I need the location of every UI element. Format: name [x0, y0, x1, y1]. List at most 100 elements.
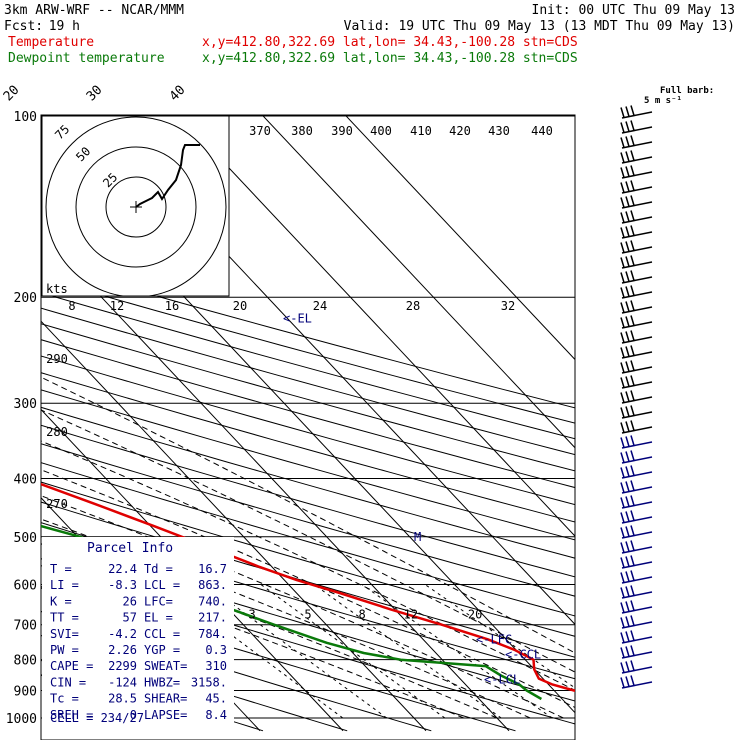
parcel-row-label-b: LFC=	[144, 594, 173, 608]
wind-barb	[620, 240, 653, 254]
parcel-row-label-a: PW =	[50, 643, 79, 657]
parcel-row-value-b: 310	[205, 659, 227, 673]
wind-barb	[620, 135, 653, 149]
wind-barb	[620, 405, 653, 419]
theta-label: 290	[46, 352, 68, 366]
wind-barb	[620, 360, 653, 374]
parcel-row-value-a: 0	[130, 708, 137, 722]
parcel-row-value-a: 2.26	[108, 643, 137, 657]
speed-label: 28	[406, 299, 420, 313]
hodograph-units: kts	[46, 282, 68, 296]
parcel-row-label-b: SHEAR=	[144, 692, 187, 706]
parcel-row-value-a: 28.5	[108, 692, 137, 706]
speed-label: 8	[68, 299, 75, 313]
dry-adiabat	[41, 481, 575, 637]
theta-label: 410	[410, 124, 432, 138]
speed-label: 16	[165, 299, 179, 313]
parcel-row-value-b: 784.	[198, 627, 227, 641]
dewpoint-location: x,y=412.80,322.69 lat,lon= 34.43,-100.28…	[202, 51, 578, 66]
parcel-row-value-b: 3158.	[191, 675, 227, 689]
parcel-row-value-a: 26	[123, 594, 137, 608]
isotherm	[178, 115, 575, 537]
parcel-row-label-a: TT =	[50, 611, 79, 625]
pressure-label-100: 100	[14, 110, 37, 125]
wind-barb	[620, 540, 653, 554]
moist-adiabat	[41, 469, 575, 708]
model-title: 3km ARW-WRF -- NCAR/MMM	[4, 3, 184, 18]
parcel-row-label-a: CAPE =	[50, 659, 93, 673]
parcel-row-value-b: 217.	[198, 611, 227, 625]
wind-barb	[620, 150, 653, 164]
moist-adiabat	[41, 495, 564, 719]
valid-time: Valid: 19 UTC Thu 09 May 13 (13 MDT Thu …	[344, 19, 735, 34]
isotherm	[41, 320, 427, 732]
wind-barb-key-title: Full barb:	[660, 86, 714, 96]
temperature-location: x,y=412.80,322.69 lat,lon= 34.43,-100.28…	[202, 35, 578, 50]
wind-barb	[620, 120, 653, 134]
parcel-row-label-a: SVI=	[50, 627, 79, 641]
wind-barb	[620, 555, 653, 569]
hodograph-ring-outer	[45, 116, 227, 296]
wind-barb	[620, 645, 653, 659]
isotherm	[41, 232, 510, 732]
plot-frame	[40, 114, 576, 740]
wind-barbs	[620, 105, 653, 689]
theta-label: 440	[531, 124, 553, 138]
parcel-row-value-a: -8.3	[108, 578, 137, 592]
parcel-row-label-a: Tc =	[50, 692, 79, 706]
parcel-row-value-b: 863.	[198, 578, 227, 592]
theta-label: 390	[331, 124, 353, 138]
forecast-label: Fcst:	[4, 19, 43, 34]
init-time: Init: 00 UTC Thu 09 May 13	[532, 3, 736, 18]
parcel-row-label-a: CIN =	[50, 675, 86, 689]
temperature-line	[41, 482, 575, 692]
hodograph: 25 50 75 kts	[41, 115, 230, 297]
wind-barb	[620, 615, 653, 629]
dewpoint-legend: Dewpoint temperature	[8, 51, 165, 66]
dry-adiabat	[41, 355, 575, 506]
wind-barb	[620, 600, 653, 614]
parcel-cell: CELL = 234/27	[50, 711, 144, 725]
hodograph-trace	[135, 144, 200, 208]
parcel-row-label-b: LAPSE=	[144, 708, 187, 722]
speed-label: 12	[110, 299, 124, 313]
wind-barb	[620, 585, 653, 599]
speed-label: 32	[501, 299, 515, 313]
moist-adiabat	[41, 376, 575, 654]
parcel-row-label-a: K =	[50, 594, 72, 608]
temperature-legend: Temperature	[8, 35, 94, 50]
hodograph-ring-inner	[105, 176, 167, 238]
dry-adiabat	[41, 307, 575, 456]
annotation-lfc: <-LFC	[476, 632, 512, 646]
wind-barb	[620, 495, 653, 509]
pressure-axis: 100 200 300 400 500 600 700 800 900 1000	[6, 110, 37, 727]
temperature-axis: -80-70-60-50-40-30-20-100102030402358122…	[1, 83, 553, 687]
parcel-row-value-b: 740.	[198, 594, 227, 608]
wind-barb	[620, 315, 653, 329]
wind-barb	[620, 435, 653, 449]
theta-label: 370	[249, 124, 271, 138]
temperature-tick-label: 20	[1, 83, 23, 105]
parcel-row-label-b: HWBZ=	[144, 675, 180, 689]
dewpoint-line	[41, 524, 543, 701]
parcel-row-value-a: -124	[108, 675, 137, 689]
forecast-hour: 19 h	[49, 19, 80, 34]
mixing-ratio-line	[313, 583, 502, 719]
theta-label: 430	[488, 124, 510, 138]
wind-barb	[620, 285, 653, 299]
parcel-row-value-a: 57	[123, 611, 137, 625]
hodograph-ring-middle	[75, 146, 197, 268]
mixing-ratio-line	[205, 583, 387, 719]
dry-adiabat	[41, 462, 575, 617]
pressure-label-700: 700	[14, 619, 37, 634]
dry-adiabat	[41, 610, 432, 732]
mixing-ratio-label: 12	[404, 608, 418, 622]
pressure-label-400: 400	[14, 472, 37, 487]
pressure-label-300: 300	[14, 397, 37, 412]
annotation-el: <-EL	[283, 312, 312, 326]
mixing-ratio-label: 20	[468, 608, 482, 622]
parcel-row-value-a: 2299	[108, 659, 137, 673]
parcel-row-value-b: 16.7	[198, 562, 227, 576]
wind-barb	[620, 465, 653, 479]
wind-barb	[620, 105, 653, 119]
